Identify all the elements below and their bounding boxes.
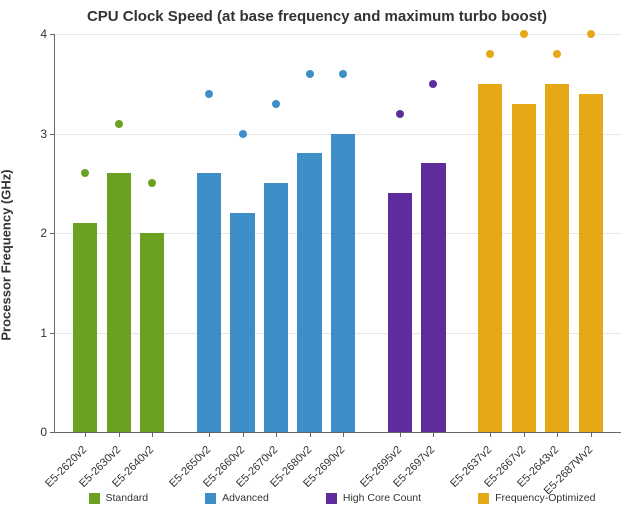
bar — [73, 223, 97, 432]
turbo-dot — [339, 70, 347, 78]
turbo-dot — [429, 80, 437, 88]
turbo-dot — [205, 90, 213, 98]
bar — [579, 94, 603, 432]
xtick-mark — [276, 432, 277, 437]
xtick-mark — [400, 432, 401, 437]
legend-item: Standard — [89, 492, 149, 504]
xtick-mark — [243, 432, 244, 437]
bar — [478, 84, 502, 432]
chart-title: CPU Clock Speed (at base frequency and m… — [0, 8, 634, 25]
legend-swatch — [89, 493, 100, 504]
legend-item: High Core Count — [326, 492, 421, 504]
turbo-dot — [272, 100, 280, 108]
turbo-dot — [148, 179, 156, 187]
ytick-label: 0 — [40, 425, 55, 439]
bar — [421, 163, 445, 432]
xtick-mark — [343, 432, 344, 437]
bar — [331, 134, 355, 433]
bar — [512, 104, 536, 432]
xtick-mark — [152, 432, 153, 437]
legend-label: Advanced — [222, 492, 269, 504]
legend-label: High Core Count — [343, 492, 421, 504]
plot-area: 01234E5-2620v2E5-2630v2E5-2640v2E5-2650v… — [54, 34, 621, 433]
cpu-clock-chart: CPU Clock Speed (at base frequency and m… — [0, 0, 634, 510]
xtick-mark — [557, 432, 558, 437]
xtick-mark — [591, 432, 592, 437]
bar — [140, 233, 164, 432]
xtick-mark — [524, 432, 525, 437]
legend-item: Frequency-Optimized — [478, 492, 595, 504]
turbo-dot — [486, 50, 494, 58]
turbo-dot — [115, 120, 123, 128]
bar — [197, 173, 221, 432]
ytick-label: 3 — [40, 127, 55, 141]
gridline — [55, 34, 621, 35]
turbo-dot — [587, 30, 595, 38]
bar — [388, 193, 412, 432]
xtick-mark — [310, 432, 311, 437]
bar — [230, 213, 254, 432]
ytick-label: 1 — [40, 326, 55, 340]
turbo-dot — [520, 30, 528, 38]
legend: Standard Advanced High Core Count Frequency… — [60, 492, 624, 504]
xtick-mark — [119, 432, 120, 437]
legend-item: Advanced — [205, 492, 269, 504]
xtick-mark — [433, 432, 434, 437]
legend-label: Standard — [106, 492, 149, 504]
bar — [297, 153, 321, 432]
ytick-label: 4 — [40, 27, 55, 41]
y-axis-label: Processor Frequency (GHz) — [0, 169, 14, 340]
turbo-dot — [553, 50, 561, 58]
bar — [264, 183, 288, 432]
bar — [545, 84, 569, 432]
xtick-mark — [209, 432, 210, 437]
xtick-mark — [490, 432, 491, 437]
ytick-label: 2 — [40, 226, 55, 240]
turbo-dot — [81, 169, 89, 177]
turbo-dot — [396, 110, 404, 118]
legend-swatch — [205, 493, 216, 504]
turbo-dot — [306, 70, 314, 78]
legend-swatch — [478, 493, 489, 504]
xtick-mark — [85, 432, 86, 437]
turbo-dot — [239, 130, 247, 138]
bar — [107, 173, 131, 432]
legend-swatch — [326, 493, 337, 504]
legend-label: Frequency-Optimized — [495, 492, 595, 504]
